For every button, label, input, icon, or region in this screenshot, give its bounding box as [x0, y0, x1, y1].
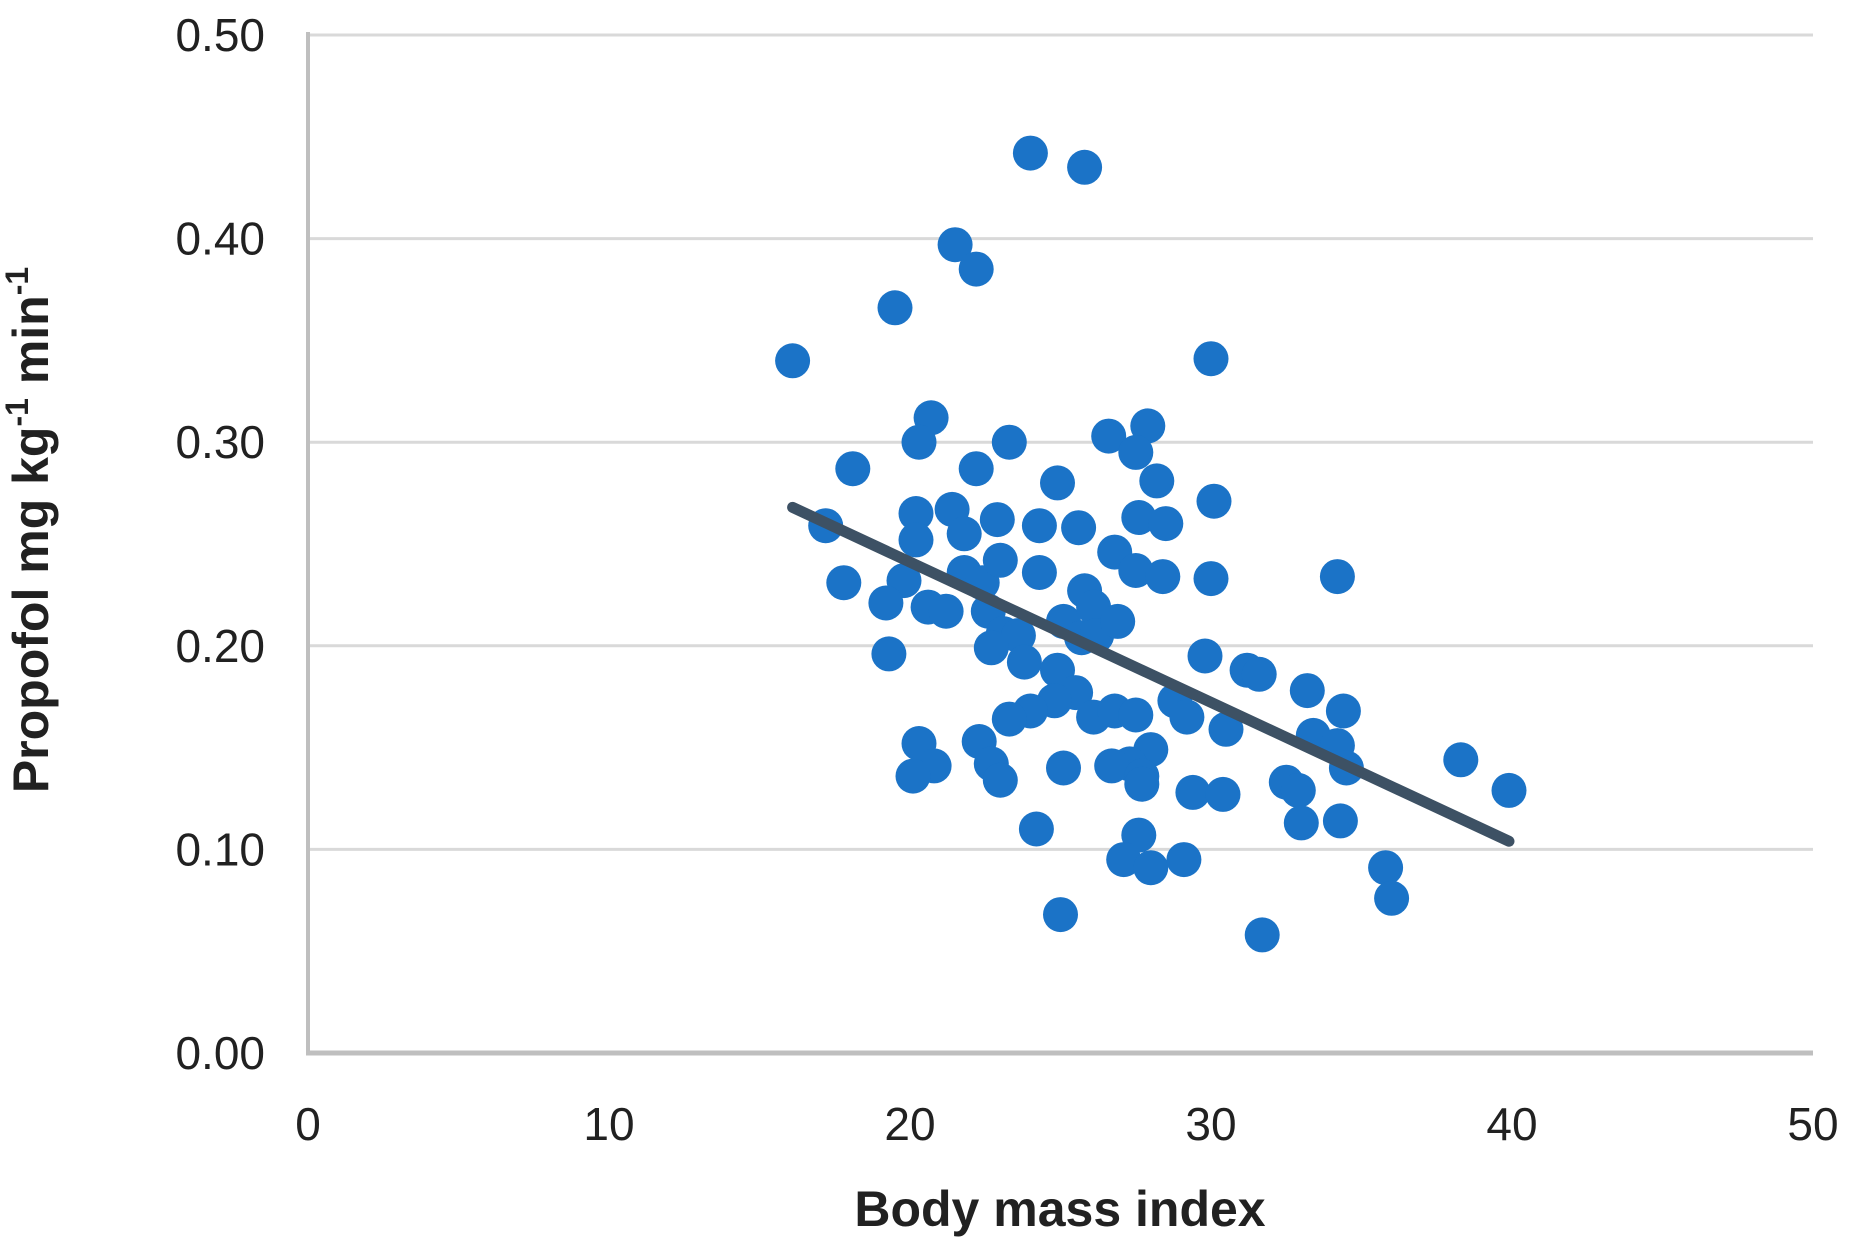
y-tick-label: 0.50: [175, 9, 265, 61]
scatter-point: [1000, 618, 1036, 654]
scatter-point: [1061, 510, 1097, 546]
scatter-point: [991, 701, 1027, 737]
scatter-point: [946, 516, 982, 552]
trend-line-layer: [787, 501, 1515, 847]
scatter-point: [898, 496, 934, 531]
scatter-point: [928, 593, 964, 629]
scatter-point: [1368, 850, 1404, 886]
scatter-point: [868, 585, 904, 621]
scatter-point: [1100, 603, 1136, 639]
x-axis-title: Body mass index: [854, 1181, 1265, 1237]
scatter-point: [973, 630, 1009, 666]
scatter-point: [1145, 559, 1181, 595]
x-tick-label: 20: [884, 1098, 935, 1150]
scatter-point: [1283, 805, 1319, 841]
scatter-points: [775, 135, 1527, 953]
scatter-point: [1018, 811, 1054, 847]
scatter-point: [1325, 693, 1361, 729]
scatter-point: [1148, 506, 1184, 542]
scatter-point: [1491, 772, 1527, 808]
scatter-point: [958, 451, 994, 487]
scatter-point: [1021, 555, 1057, 590]
scatter-point: [1322, 803, 1358, 839]
scatter-point: [835, 451, 871, 487]
scatter-point: [982, 542, 1018, 578]
scatter-point: [1021, 508, 1057, 544]
scatter-point: [991, 424, 1027, 460]
scatter-point: [1043, 897, 1078, 933]
x-tick-label: 10: [583, 1098, 634, 1150]
scatter-point: [901, 424, 937, 460]
scatter-point: [1241, 656, 1277, 692]
scatter-point: [1187, 638, 1223, 674]
scatter-point: [1094, 748, 1130, 784]
scatter-point: [1280, 772, 1316, 808]
scatter-point: [1046, 750, 1081, 786]
scatter-point: [775, 343, 811, 379]
scatter-point: [1205, 776, 1241, 812]
scatter-point: [1193, 341, 1229, 377]
scatter-point: [937, 227, 973, 263]
scatter-point: [1133, 850, 1169, 886]
y-tick-label: 0.40: [175, 213, 265, 265]
scatter-point: [1118, 434, 1154, 470]
axis-lines: [306, 32, 1813, 1056]
y-axis-title: Propofol mg kg-1 min-1: [0, 267, 59, 793]
scatter-point: [1139, 463, 1175, 499]
scatter-point: [871, 636, 907, 672]
scatter-point: [1106, 842, 1142, 878]
scatter-point: [1169, 699, 1205, 735]
scatter-point: [1166, 842, 1202, 878]
y-tick-label: 0.20: [175, 620, 265, 672]
scatter-point: [1208, 711, 1244, 747]
y-tick-label: 0.10: [175, 823, 265, 875]
scatter-point: [1118, 553, 1154, 588]
scatter-point: [1067, 149, 1103, 185]
scatter-point: [958, 251, 994, 287]
scatter-point: [1040, 465, 1075, 501]
scatter-point: [1319, 559, 1355, 595]
scatter-point: [1091, 418, 1127, 454]
scatter-point: [877, 290, 913, 326]
gridlines: [308, 33, 1813, 851]
y-tick-label: 0.30: [175, 416, 265, 468]
scatter-point: [1289, 673, 1325, 709]
scatter-point: [898, 522, 934, 558]
x-tick-label: 0: [295, 1098, 321, 1150]
y-tick-label: 0.00: [175, 1027, 265, 1079]
scatter-point: [1130, 408, 1166, 444]
scatter-point: [1006, 644, 1042, 680]
scatter-point: [982, 762, 1018, 798]
scatter-point: [1193, 561, 1229, 597]
x-tick-label: 30: [1185, 1098, 1236, 1150]
trend-line: [787, 501, 1515, 847]
scatter-point: [1121, 500, 1157, 535]
tick-labels: 0.00 0.10 0.20 0.30 0.40 0.50 0 10 20 30 40 50: [175, 9, 1838, 1150]
scatter-point: [895, 758, 931, 794]
scatter-point: [1374, 880, 1410, 916]
scatter-point: [1124, 766, 1160, 802]
scatter-point: [1196, 483, 1232, 519]
x-tick-label: 50: [1787, 1098, 1838, 1150]
scatter-point: [826, 565, 862, 601]
scatter-point: [979, 502, 1015, 538]
x-tick-label: 40: [1486, 1098, 1537, 1150]
scatter-point: [1443, 742, 1479, 778]
scatter-point: [1244, 917, 1280, 953]
scatter-point: [1118, 697, 1154, 733]
scatter-point: [1012, 135, 1048, 171]
scatter-point: [1175, 774, 1211, 810]
